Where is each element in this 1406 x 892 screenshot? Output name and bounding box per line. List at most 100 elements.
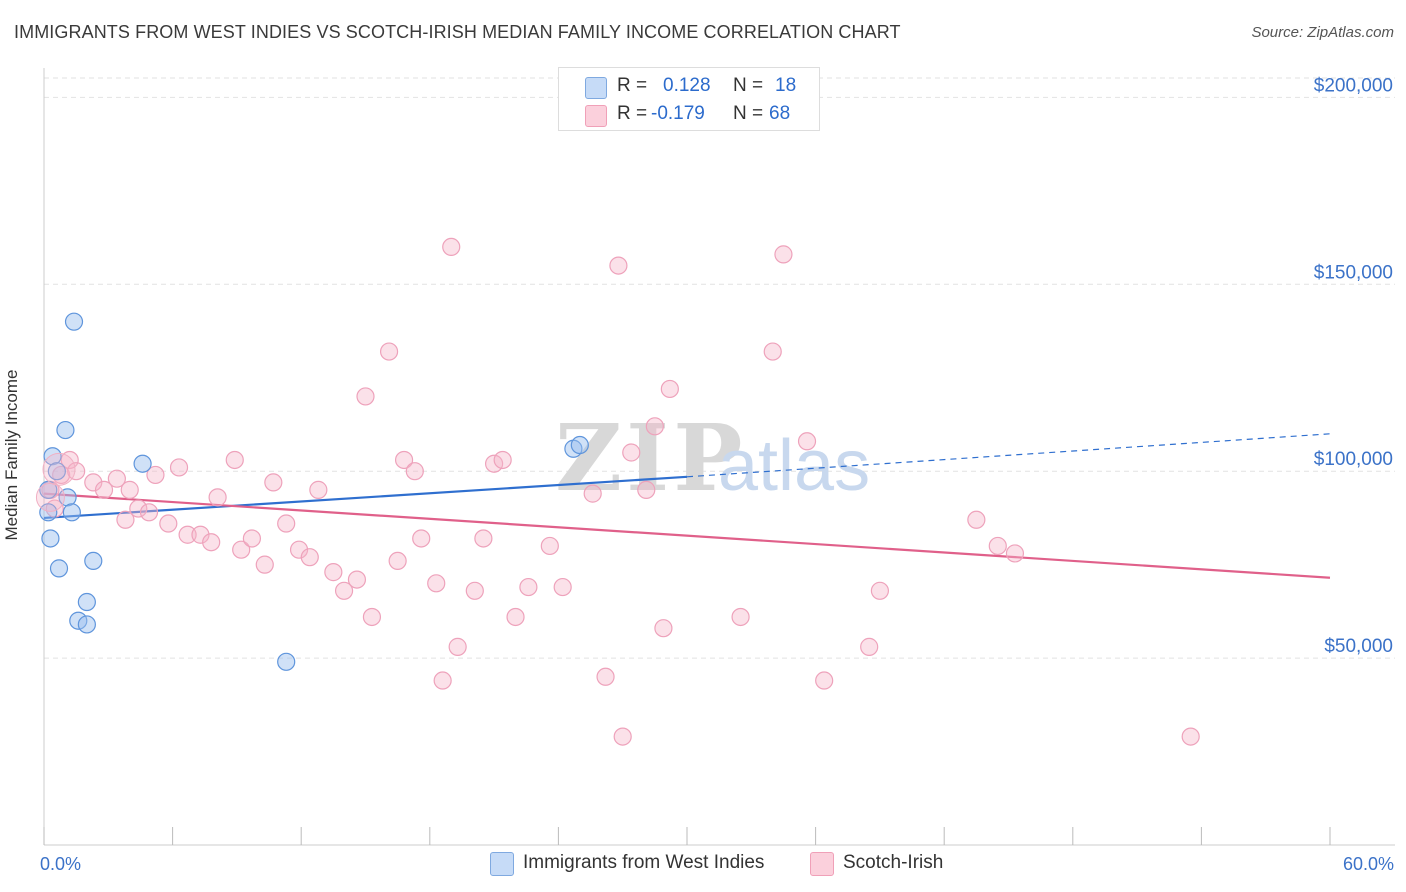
- point-scotch-irish: [107, 469, 126, 488]
- point-scotch-irish: [448, 637, 467, 656]
- point-scotch-irish: [1005, 544, 1025, 563]
- point-scotch-irish: [324, 563, 343, 582]
- watermark-zip: ZIP: [555, 404, 746, 512]
- point-west-indies: [43, 447, 62, 466]
- point-scotch-irish: [967, 510, 986, 529]
- point-west-indies: [62, 503, 81, 522]
- point-scotch-irish: [242, 529, 262, 548]
- point-scotch-irish: [519, 577, 538, 597]
- point-scotch-irish: [379, 342, 399, 361]
- point-west-indies: [133, 454, 152, 473]
- point-scotch-irish: [388, 551, 407, 571]
- point-scotch-irish: [169, 458, 189, 477]
- point-scotch-irish: [405, 462, 424, 481]
- point-scotch-irish: [309, 480, 328, 499]
- point-scotch-irish: [506, 607, 525, 627]
- point-scotch-irish: [347, 570, 367, 589]
- point-scotch-irish: [988, 536, 1007, 556]
- point-scotch-irish: [255, 555, 274, 574]
- point-scotch-irish: [139, 503, 159, 522]
- point-scotch-irish: [553, 577, 572, 597]
- legend-n-label: N =: [733, 75, 764, 96]
- bottom-legend-label-blue: Immigrants from West Indies: [523, 852, 765, 873]
- y-tick-label: $100,000: [1314, 449, 1393, 470]
- y-tick-label: $200,000: [1314, 75, 1393, 96]
- y-tick-label: $150,000: [1314, 262, 1393, 283]
- point-scotch-irish: [637, 480, 656, 499]
- point-scotch-irish: [609, 256, 628, 275]
- point-scotch-irish: [433, 671, 452, 690]
- point-west-indies: [64, 312, 84, 331]
- point-scotch-irish: [289, 540, 309, 559]
- point-scotch-irish: [84, 473, 103, 492]
- bottom-legend-swatch-pink: [810, 852, 834, 876]
- legend-r-value: -0.179: [651, 103, 705, 124]
- chart-title: IMMIGRANTS FROM WEST INDIES VS SCOTCH-IR…: [14, 22, 901, 42]
- point-scotch-irish: [583, 484, 602, 503]
- point-scotch-irish: [129, 499, 148, 518]
- tick-labels: $50,000 $100,000 $150,000 $200,000 0.0% 60.0%: [40, 75, 1394, 874]
- legend-n-label: N =: [733, 103, 764, 124]
- legend-r-label: R =: [617, 103, 648, 124]
- point-scotch-irish: [427, 574, 446, 593]
- point-west-indies: [77, 615, 96, 634]
- x-tick-label-start: 0.0%: [40, 854, 81, 874]
- point-scotch-irish: [191, 525, 210, 544]
- point-west-indies: [41, 529, 60, 548]
- point-scotch-irish: [264, 473, 283, 492]
- point-scotch-irish: [731, 607, 750, 627]
- point-scotch-irish: [613, 727, 632, 746]
- point-scotch-irish: [334, 581, 354, 600]
- legend-r-value: 0.128: [663, 75, 711, 96]
- point-scotch-irish: [394, 450, 414, 470]
- point-scotch-irish: [120, 480, 139, 499]
- point-cluster-scotch-irish: [42, 452, 76, 486]
- point-scotch-irish: [67, 462, 86, 481]
- trend-lines: [43, 433, 1331, 579]
- legend-swatch-pink: [585, 105, 607, 127]
- point-scotch-irish: [474, 529, 493, 548]
- point-scotch-irish: [1181, 727, 1200, 746]
- legend-n-value: 68: [769, 103, 791, 124]
- point-scotch-irish: [146, 465, 165, 485]
- gridlines: [44, 77, 1395, 659]
- point-west-indies: [84, 551, 103, 571]
- point-scotch-irish: [362, 607, 382, 627]
- point-scotch-irish: [622, 443, 641, 462]
- point-scotch-irish: [232, 540, 251, 559]
- point-scotch-irish: [596, 667, 615, 686]
- y-tick-label: $50,000: [1324, 636, 1393, 657]
- point-west-indies: [277, 652, 296, 671]
- point-scotch-irish: [815, 671, 834, 690]
- point-west-indies: [56, 420, 75, 440]
- point-scotch-irish: [277, 514, 296, 533]
- point-scotch-irish: [660, 379, 679, 399]
- point-scotch-irish: [540, 536, 559, 556]
- point-west-indies: [570, 435, 589, 455]
- point-scotch-irish: [774, 245, 793, 264]
- point-scotch-irish: [412, 529, 431, 548]
- point-scotch-irish: [493, 450, 512, 470]
- legend-r-label: R =: [617, 75, 648, 96]
- point-scotch-irish: [860, 637, 879, 656]
- point-west-indies: [49, 559, 69, 578]
- trend-line-west-indies-extension: [686, 433, 1331, 478]
- watermark-atlas: atlas: [718, 426, 870, 506]
- x-tick-label-end: 60.0%: [1343, 854, 1394, 874]
- bottom-legend-label-pink: Scotch-Irish: [843, 852, 944, 873]
- point-scotch-irish: [763, 342, 782, 361]
- point-scotch-irish: [178, 525, 197, 544]
- legend-swatch-blue: [585, 77, 607, 99]
- point-west-indies: [47, 462, 66, 481]
- point-scotch-irish: [465, 581, 484, 600]
- bottom-legend-swatch-blue: [490, 852, 514, 876]
- legend-n-value: 18: [775, 75, 797, 96]
- y-axis-label: Median Family Income: [2, 369, 21, 541]
- point-scotch-irish: [442, 237, 461, 257]
- point-west-indies: [77, 592, 96, 612]
- trend-line-west-indies: [43, 475, 688, 520]
- correlation-legend: R = 0.128 N = 18 R = -0.179 N = 68: [558, 67, 820, 131]
- point-scotch-irish: [870, 581, 890, 600]
- trend-line-scotch-irish: [43, 492, 1331, 579]
